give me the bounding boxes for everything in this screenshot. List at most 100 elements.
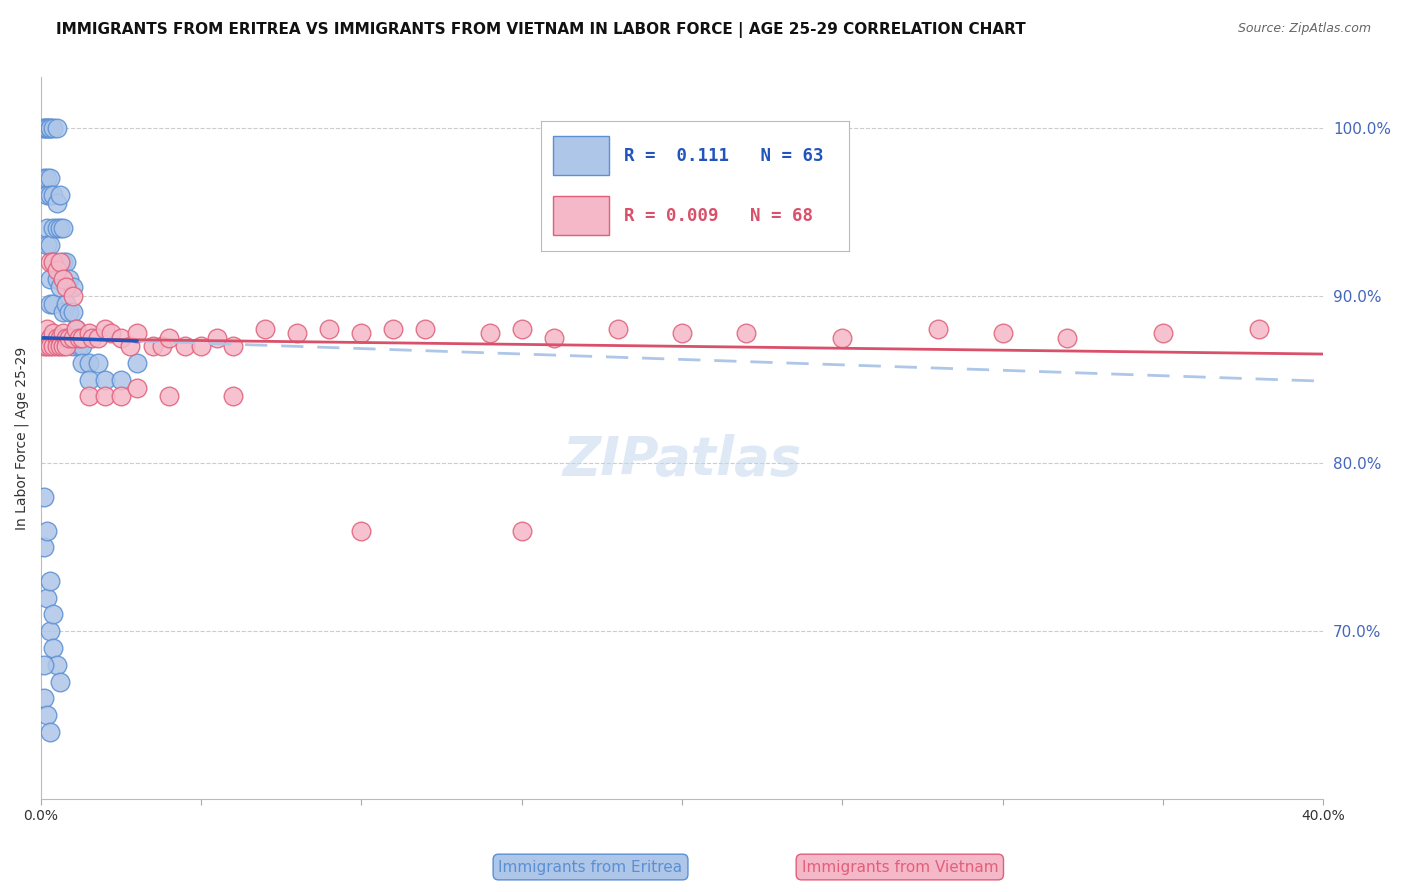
Point bbox=[120, 339, 142, 353]
Point bbox=[35, 322, 58, 336]
Text: Source: ZipAtlas.com: Source: ZipAtlas.com bbox=[1237, 22, 1371, 36]
Point bbox=[32, 541, 55, 555]
Point bbox=[39, 339, 62, 353]
Point bbox=[52, 339, 75, 353]
Point bbox=[125, 326, 148, 340]
Point bbox=[58, 330, 80, 344]
Point bbox=[55, 280, 77, 294]
Point bbox=[42, 339, 65, 353]
Point bbox=[65, 322, 87, 336]
Point bbox=[35, 238, 58, 252]
Point bbox=[42, 120, 65, 135]
Point bbox=[45, 339, 67, 353]
Point bbox=[32, 490, 55, 504]
Point bbox=[62, 339, 84, 353]
Point bbox=[77, 326, 100, 340]
Point bbox=[35, 339, 58, 353]
Point bbox=[152, 339, 174, 353]
Point bbox=[42, 255, 65, 269]
Point bbox=[49, 330, 72, 344]
Point bbox=[58, 305, 80, 319]
Point bbox=[35, 120, 58, 135]
Point bbox=[49, 339, 72, 353]
Point bbox=[1152, 326, 1174, 340]
Point bbox=[45, 657, 67, 672]
Point bbox=[927, 322, 949, 336]
Point bbox=[32, 171, 55, 186]
Point bbox=[45, 330, 67, 344]
Point bbox=[67, 339, 90, 353]
Point bbox=[52, 255, 75, 269]
Text: Immigrants from Vietnam: Immigrants from Vietnam bbox=[801, 860, 998, 874]
Point bbox=[52, 272, 75, 286]
Point bbox=[49, 255, 72, 269]
Point bbox=[1056, 330, 1078, 344]
Point bbox=[39, 171, 62, 186]
Point bbox=[72, 339, 94, 353]
Point bbox=[72, 330, 94, 344]
Point bbox=[110, 372, 132, 386]
Point bbox=[39, 624, 62, 639]
Point bbox=[190, 339, 212, 353]
Point bbox=[110, 389, 132, 403]
Point bbox=[174, 339, 197, 353]
Point bbox=[77, 356, 100, 370]
Point bbox=[45, 120, 67, 135]
Point bbox=[49, 188, 72, 202]
Point bbox=[1249, 322, 1271, 336]
Point bbox=[42, 297, 65, 311]
Point bbox=[35, 524, 58, 538]
Point bbox=[382, 322, 405, 336]
Point bbox=[157, 330, 180, 344]
Point bbox=[65, 322, 87, 336]
Point bbox=[32, 657, 55, 672]
Point bbox=[55, 255, 77, 269]
Point bbox=[49, 674, 72, 689]
Point bbox=[39, 272, 62, 286]
Point bbox=[35, 221, 58, 235]
Point bbox=[62, 280, 84, 294]
Point bbox=[45, 221, 67, 235]
Point bbox=[32, 339, 55, 353]
Point bbox=[55, 297, 77, 311]
Text: IMMIGRANTS FROM ERITREA VS IMMIGRANTS FROM VIETNAM IN LABOR FORCE | AGE 25-29 CO: IMMIGRANTS FROM ERITREA VS IMMIGRANTS FR… bbox=[56, 22, 1026, 38]
Text: Immigrants from Eritrea: Immigrants from Eritrea bbox=[499, 860, 682, 874]
Point bbox=[42, 221, 65, 235]
Point bbox=[510, 524, 533, 538]
Point bbox=[222, 389, 245, 403]
Point bbox=[125, 356, 148, 370]
Point bbox=[55, 339, 77, 353]
Point bbox=[32, 120, 55, 135]
Point bbox=[350, 326, 373, 340]
Point bbox=[222, 339, 245, 353]
Point bbox=[62, 305, 84, 319]
Point bbox=[52, 221, 75, 235]
Point bbox=[49, 221, 72, 235]
Point bbox=[52, 326, 75, 340]
Point bbox=[39, 330, 62, 344]
Point bbox=[67, 330, 90, 344]
Point bbox=[77, 389, 100, 403]
Point bbox=[39, 238, 62, 252]
Point bbox=[831, 330, 853, 344]
Point bbox=[52, 305, 75, 319]
Point bbox=[45, 196, 67, 211]
Point bbox=[93, 389, 115, 403]
Point bbox=[45, 263, 67, 277]
Point bbox=[39, 725, 62, 739]
Point bbox=[415, 322, 437, 336]
Y-axis label: In Labor Force | Age 25-29: In Labor Force | Age 25-29 bbox=[15, 347, 30, 530]
Point bbox=[42, 607, 65, 622]
Point bbox=[72, 356, 94, 370]
Point bbox=[606, 322, 628, 336]
Point bbox=[510, 322, 533, 336]
Point bbox=[77, 372, 100, 386]
Point bbox=[35, 171, 58, 186]
Point bbox=[32, 691, 55, 706]
Point bbox=[254, 322, 277, 336]
Point bbox=[45, 272, 67, 286]
Point bbox=[285, 326, 308, 340]
Point bbox=[58, 272, 80, 286]
Point bbox=[93, 322, 115, 336]
Point bbox=[39, 255, 62, 269]
